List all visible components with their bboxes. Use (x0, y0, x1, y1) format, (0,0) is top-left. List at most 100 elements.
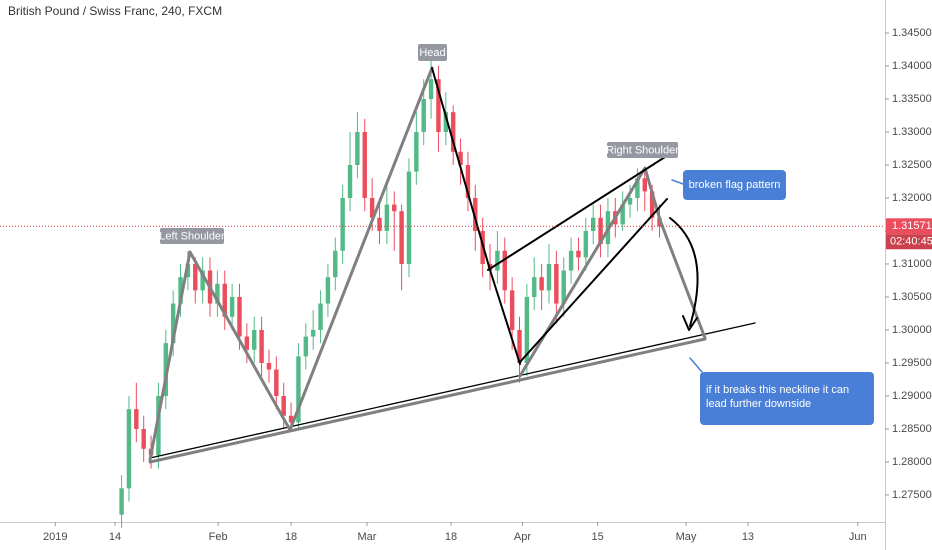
y-tick-label: 1.30000 (892, 324, 932, 336)
x-tick-label: 18 (285, 531, 297, 543)
candle-body (509, 290, 515, 330)
candle-body (252, 329, 257, 350)
candle-body (303, 336, 309, 357)
zigzag-left (148, 66, 434, 462)
candle-body (126, 409, 132, 489)
candle-body (377, 217, 382, 231)
x-tick-label: Jun (849, 531, 867, 543)
y-tick-label: 1.30500 (892, 291, 932, 303)
x-tick-label: 2019 (43, 531, 67, 543)
candle-body (200, 270, 205, 291)
label-right-shoulder: Right Shoulder (606, 144, 679, 156)
candle-body (620, 204, 625, 225)
candle-body (355, 131, 360, 165)
price-tag-label: 1.31571 (892, 220, 932, 232)
countdown-tag (886, 234, 932, 250)
candles (119, 59, 662, 528)
arrow-head (682, 315, 698, 331)
neckline (149, 322, 756, 459)
y-tick-label: 1.29500 (892, 357, 932, 369)
candle-body (524, 296, 530, 363)
candle-body (318, 303, 323, 330)
candle-body (362, 131, 367, 198)
candle-body (576, 250, 581, 258)
candle-body (414, 131, 419, 172)
x-tick-label: Mar (357, 531, 376, 543)
candle-body (333, 250, 338, 278)
candle-body (340, 197, 345, 251)
candle-body (635, 178, 640, 198)
candle-body (222, 283, 227, 317)
candle-body (546, 263, 552, 291)
candle-body (134, 409, 139, 429)
candle-body (229, 296, 235, 317)
candle-body (281, 395, 286, 416)
candle-body (310, 329, 316, 337)
candle-body (554, 263, 559, 304)
candle-body (568, 250, 574, 271)
candle-body (450, 112, 456, 152)
candle-body (649, 191, 655, 218)
candle-body (170, 303, 176, 344)
candle-body (473, 197, 478, 231)
candle-body (465, 164, 471, 198)
candle-body (266, 362, 272, 370)
zigzag-right (518, 166, 707, 378)
flag-upper (487, 156, 666, 271)
y-tick-label: 1.27500 (892, 489, 932, 501)
x-tick-label: 14 (109, 531, 121, 543)
y-tick-label: 1.34000 (892, 60, 932, 72)
drawings (148, 66, 756, 464)
candle-body (443, 112, 449, 132)
candle-body (288, 415, 294, 423)
candle-body (156, 395, 161, 456)
y-tick-label: 1.28000 (892, 456, 932, 468)
candle-body (369, 197, 375, 218)
candle-body (539, 277, 544, 291)
candle-body (495, 250, 500, 271)
label-box (607, 142, 678, 158)
callout-flag: broken flag pattern (689, 179, 781, 191)
candle-body (399, 211, 404, 264)
arrow-curve (669, 217, 699, 327)
candle-body (178, 277, 183, 304)
y-tick-label: 1.33500 (892, 93, 932, 105)
neckline-gray (148, 337, 707, 464)
label-left-shoulder: Left Shoulder (159, 230, 225, 242)
label-box (418, 44, 447, 61)
candle-body (163, 343, 169, 396)
candle-body (502, 250, 507, 291)
callout-neckline: if it breaks this neckline it can lead f… (706, 384, 850, 410)
candle-body (598, 217, 603, 245)
candle-body (517, 329, 522, 363)
candle-body (347, 164, 353, 198)
candle-body (392, 204, 397, 212)
candle-body (590, 217, 596, 231)
label-head: Head (419, 47, 445, 59)
y-tick-label: 1.29000 (892, 390, 932, 402)
y-tick-label: 1.32000 (892, 192, 932, 204)
label-box (160, 228, 224, 244)
y-tick-label: 1.33000 (892, 126, 932, 138)
candle-body (532, 277, 537, 297)
candle-body (325, 277, 331, 304)
callout-neckline-wrap: if it breaks this neckline it can lead f… (706, 384, 850, 410)
callout-box (700, 372, 874, 425)
candle-body (458, 151, 463, 165)
candle-body (215, 283, 220, 304)
candle-body (274, 369, 279, 396)
candle-body (421, 98, 426, 132)
x-tick-label: 13 (742, 531, 754, 543)
candle-body (428, 79, 434, 99)
candle-body (583, 230, 589, 258)
x-tick-label: 15 (591, 531, 603, 543)
zigzag-head (431, 67, 521, 365)
candle-body (561, 270, 566, 304)
candle-body (436, 79, 441, 132)
candle-body (642, 178, 647, 192)
callout-pointer (689, 357, 703, 373)
candle-body (406, 171, 412, 264)
candle-body (384, 204, 390, 231)
